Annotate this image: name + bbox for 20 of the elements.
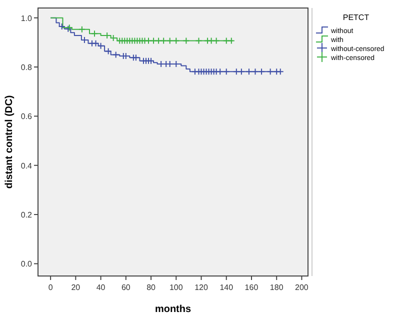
x-axis-title: months xyxy=(154,304,192,315)
legend-title: PETCT xyxy=(342,13,370,22)
y-tick-label: 0.8 xyxy=(20,63,33,72)
x-tick-label: 20 xyxy=(71,283,81,292)
x-tick-label: 40 xyxy=(96,283,106,292)
y-tick-label: 0.0 xyxy=(20,260,33,269)
y-axis-title: distant control (DC) xyxy=(4,95,15,189)
x-tick-label: 160 xyxy=(244,283,259,292)
y-tick-label: 0.6 xyxy=(20,112,33,122)
x-tick-label: 200 xyxy=(295,283,309,292)
x-tick-label: 60 xyxy=(121,283,131,292)
x-tick-label: 100 xyxy=(169,283,184,292)
x-tick-label: 120 xyxy=(194,283,208,292)
x-tick-label: 80 xyxy=(146,283,156,292)
y-tick-label: 1.0 xyxy=(20,14,33,23)
x-tick-label: 180 xyxy=(270,283,284,292)
y-tick-label: 0.2 xyxy=(20,210,33,220)
y-tick-label: 0.4 xyxy=(20,161,33,170)
x-tick-label: 0 xyxy=(48,283,54,292)
x-tick-label: 140 xyxy=(220,283,234,292)
